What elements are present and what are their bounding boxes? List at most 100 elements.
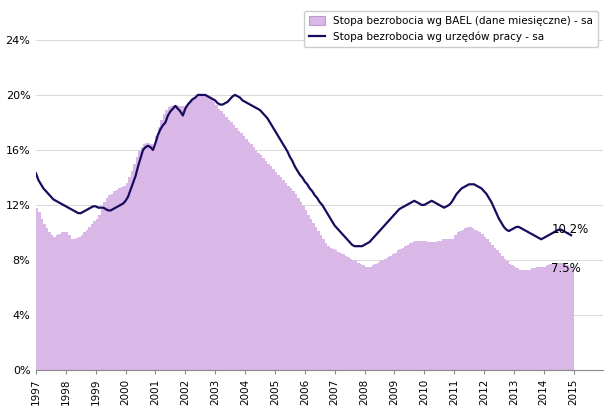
Bar xyxy=(317,231,320,370)
Bar xyxy=(554,263,556,370)
Bar xyxy=(166,110,168,370)
Bar xyxy=(285,183,287,370)
Bar xyxy=(255,150,258,370)
Legend: Stopa bezrobocia wg BAEL (dane miesięczne) - sa, Stopa bezrobocia wg urzędów pra: Stopa bezrobocia wg BAEL (dane miesięczn… xyxy=(304,11,598,47)
Bar xyxy=(422,241,424,370)
Bar xyxy=(446,239,449,370)
Bar xyxy=(432,242,434,370)
Bar xyxy=(96,219,98,370)
Bar xyxy=(163,114,166,370)
Bar xyxy=(79,237,81,370)
Bar xyxy=(223,114,225,370)
Bar xyxy=(549,264,551,370)
Bar xyxy=(444,239,446,370)
Bar xyxy=(389,256,392,370)
Bar xyxy=(198,95,200,370)
Bar xyxy=(519,270,521,370)
Bar xyxy=(73,239,76,370)
Bar xyxy=(419,241,422,370)
Bar xyxy=(146,143,148,370)
Bar xyxy=(238,131,240,370)
Bar xyxy=(215,104,217,370)
Bar xyxy=(312,223,315,370)
Bar xyxy=(242,136,245,370)
Bar xyxy=(335,250,337,370)
Bar xyxy=(569,267,571,370)
Bar xyxy=(267,164,270,370)
Bar xyxy=(352,260,354,370)
Bar xyxy=(439,241,442,370)
Bar xyxy=(173,104,175,370)
Bar xyxy=(247,142,250,370)
Bar xyxy=(434,242,437,370)
Bar xyxy=(449,239,452,370)
Bar xyxy=(208,98,210,370)
Text: 10.2%: 10.2% xyxy=(551,223,588,236)
Bar xyxy=(81,235,83,370)
Bar xyxy=(76,238,79,370)
Bar xyxy=(118,188,121,370)
Bar xyxy=(138,151,141,370)
Bar xyxy=(270,166,272,370)
Bar xyxy=(240,134,242,370)
Bar xyxy=(372,266,375,370)
Bar xyxy=(150,144,153,370)
Bar xyxy=(38,212,41,370)
Bar xyxy=(175,104,178,370)
Bar xyxy=(63,233,66,370)
Bar xyxy=(566,266,569,370)
Bar xyxy=(489,242,491,370)
Bar xyxy=(220,111,223,370)
Bar xyxy=(103,202,106,370)
Bar xyxy=(561,263,563,370)
Bar xyxy=(524,270,526,370)
Bar xyxy=(260,155,262,370)
Bar xyxy=(297,198,300,370)
Bar xyxy=(280,178,283,370)
Bar xyxy=(384,259,387,370)
Bar xyxy=(148,143,150,370)
Bar xyxy=(183,106,185,370)
Bar xyxy=(310,219,312,370)
Bar xyxy=(462,230,464,370)
Bar xyxy=(531,268,533,370)
Bar xyxy=(287,186,290,370)
Bar xyxy=(541,267,544,370)
Bar xyxy=(417,241,419,370)
Bar xyxy=(185,104,188,370)
Bar xyxy=(93,222,96,370)
Bar xyxy=(315,227,317,370)
Bar xyxy=(168,107,171,370)
Bar xyxy=(563,264,566,370)
Bar xyxy=(414,241,417,370)
Bar xyxy=(474,230,476,370)
Bar xyxy=(43,224,46,370)
Bar xyxy=(116,190,118,370)
Bar xyxy=(558,263,561,370)
Bar xyxy=(320,235,322,370)
Bar xyxy=(300,202,302,370)
Bar xyxy=(41,219,43,370)
Bar xyxy=(556,263,558,370)
Bar xyxy=(275,172,278,370)
Bar xyxy=(533,268,537,370)
Bar xyxy=(160,120,163,370)
Text: 7.5%: 7.5% xyxy=(551,262,581,275)
Bar xyxy=(106,198,108,370)
Bar xyxy=(71,239,73,370)
Bar xyxy=(292,191,295,370)
Bar xyxy=(46,228,49,370)
Bar xyxy=(121,187,123,370)
Bar xyxy=(546,266,549,370)
Bar xyxy=(58,234,61,370)
Bar xyxy=(496,250,499,370)
Bar xyxy=(325,243,327,370)
Bar xyxy=(225,117,228,370)
Bar xyxy=(125,183,128,370)
Bar xyxy=(539,267,541,370)
Bar xyxy=(188,102,190,370)
Bar xyxy=(454,235,457,370)
Bar xyxy=(466,227,469,370)
Bar xyxy=(347,257,350,370)
Bar xyxy=(265,161,267,370)
